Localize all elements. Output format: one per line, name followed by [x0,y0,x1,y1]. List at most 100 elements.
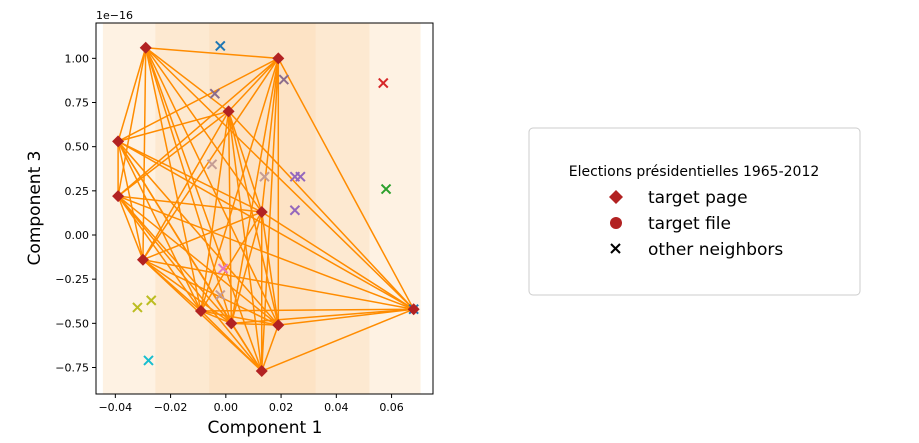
y-tick-label: 0.25 [65,185,90,198]
target-page-marker [255,365,268,378]
target-page-marker [112,190,125,203]
edge [145,47,415,310]
target-page-marker [136,253,149,266]
target-page-marker [272,52,285,65]
target-page-marker [222,105,235,118]
target-page-marker [407,303,420,316]
edge [117,47,147,197]
edge [145,47,230,112]
edge [200,211,263,312]
edge [200,310,279,326]
legend-label-target-page: target page [648,188,748,208]
y-offset-text: 1e−16 [96,9,133,22]
edge [117,195,232,324]
edge [200,310,263,372]
x-tick-label: 0.04 [324,401,349,414]
edge [227,111,233,324]
y-tick-label: 0.75 [65,97,90,110]
target-page-marker [139,41,152,54]
edge [278,308,414,326]
x-tick-label: −0.02 [154,401,188,414]
edge [117,195,279,326]
plot-frame [95,22,434,395]
edge [117,57,279,143]
neighbor-marker [289,205,301,216]
legend-diamond-marker [609,190,623,204]
neighbor-marker [380,183,392,195]
edge [261,308,414,372]
edge [230,322,263,372]
edge [228,110,415,310]
edge [227,111,263,213]
neighbor-marker [217,263,229,274]
neighbor-marker [215,289,226,301]
neighbor-marker [378,77,389,89]
edge [117,110,230,197]
edge [145,47,263,372]
y-tick-label: 0.00 [65,229,90,242]
y-tick-label: −0.50 [55,317,89,330]
legend-x-marker [610,243,621,254]
edge [117,47,147,142]
target-page-marker [112,135,125,148]
x-tick-label: 0.02 [269,401,294,414]
edge [200,58,280,312]
neighbor-marker [215,40,226,52]
legend-circle-marker [610,217,622,229]
legend-label-other-neighbors: other neighbors [648,240,783,260]
target-page-marker [272,319,285,332]
neighbor-marker [132,302,143,313]
edge [228,57,279,112]
legend-label-target-file: target file [648,214,731,234]
edge [142,110,230,261]
neighbor-marker [259,171,270,182]
x-tick-label: −0.04 [98,401,132,414]
edge [200,308,414,312]
target-page-markers [112,41,420,378]
edge [145,46,279,60]
x-tick-label: 0.00 [214,401,239,414]
y-axis-label: Component 3 [25,151,45,266]
edge [260,211,280,326]
edge [277,57,415,310]
neighbor-marker [295,171,306,182]
edge [261,324,280,372]
y-ticks: −0.75 −0.50 −0.25 0.00 0.25 0.50 0.75 1.00 [55,52,96,375]
y-tick-label: 1.00 [65,52,90,65]
x-ticks: −0.04 −0.02 0.00 0.02 0.04 0.06 [98,394,404,414]
y-tick-label: 0.50 [65,141,90,154]
y-tick-label: −0.25 [55,273,89,286]
neighbor-marker [278,74,290,85]
target-page-marker [194,304,207,317]
target-page-marker [255,206,268,219]
edge [117,195,263,372]
edge [117,195,414,310]
edge [144,47,202,312]
edge [117,110,229,143]
edges [117,46,415,372]
edge [145,47,279,326]
edge [200,111,230,312]
edge [227,111,263,372]
neighbor-marker [206,159,218,170]
edge [231,322,279,326]
target-page-marker [225,317,238,330]
edge [227,111,280,326]
edge [118,195,262,213]
neighbor-marker [146,295,157,306]
edge [200,310,232,325]
x-tick-label: 0.06 [379,401,404,414]
edge [117,140,263,213]
edge [117,140,415,310]
edge [142,259,232,324]
neighbor-marker [209,88,220,99]
edge [117,195,144,261]
edge [142,57,279,261]
y-tick-label: −0.75 [55,362,89,375]
edge [117,57,279,197]
legend-title: Elections présidentielles 1965-2012 [569,164,820,180]
edge [145,47,233,324]
neighbor-markers [132,40,419,366]
edge [260,58,280,213]
